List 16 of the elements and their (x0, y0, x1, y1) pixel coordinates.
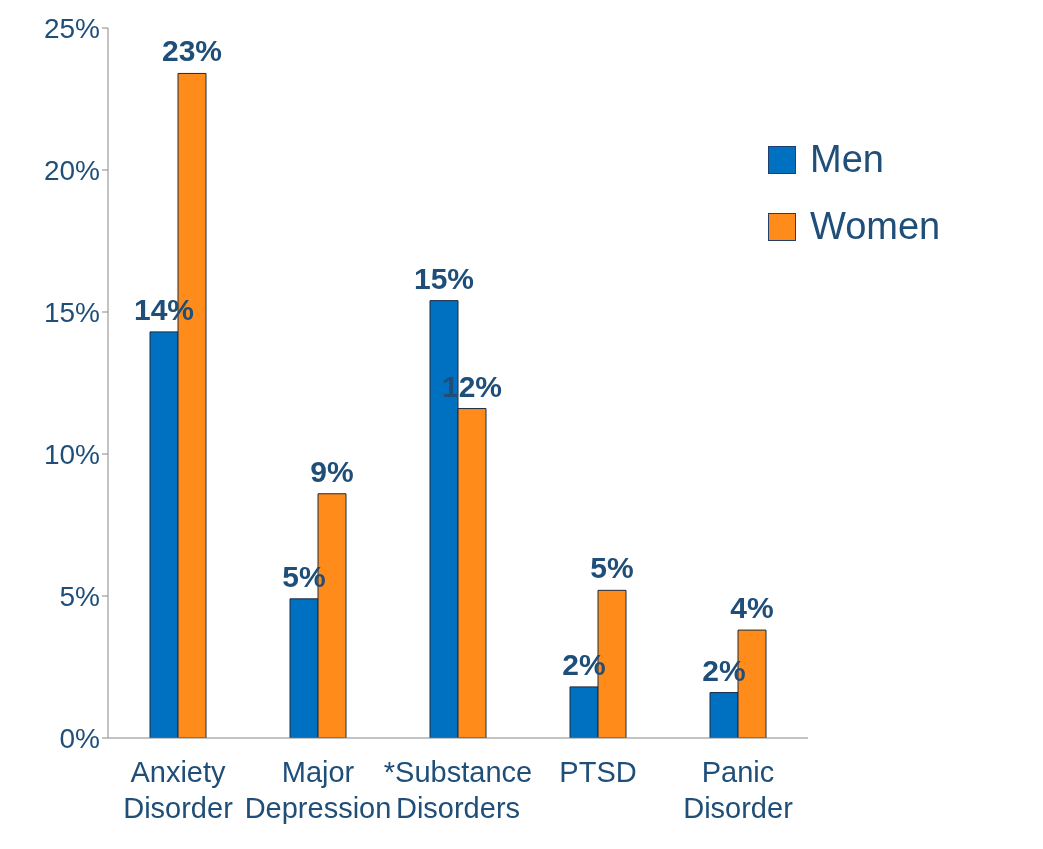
y-tick-label: 5% (59, 580, 100, 612)
y-tick-label: 20% (43, 154, 100, 186)
x-tick-label: Panic Disorder (683, 756, 794, 824)
y-tick-label: 0% (59, 722, 100, 754)
legend-label: Women (810, 205, 941, 248)
data-label: 5% (590, 551, 634, 585)
x-tick-label: Anxiety Disorder (123, 756, 234, 824)
data-label: 23% (161, 34, 223, 68)
y-tick-label: 15% (43, 296, 100, 328)
legend-label: Men (810, 138, 884, 181)
y-tick-label: 25% (43, 12, 100, 44)
data-label: 15% (413, 261, 475, 295)
x-tick-label: PTSD (559, 756, 637, 788)
data-label: 4% (730, 591, 774, 625)
data-label: 9% (310, 454, 354, 488)
y-tick-label: 10% (43, 438, 100, 470)
